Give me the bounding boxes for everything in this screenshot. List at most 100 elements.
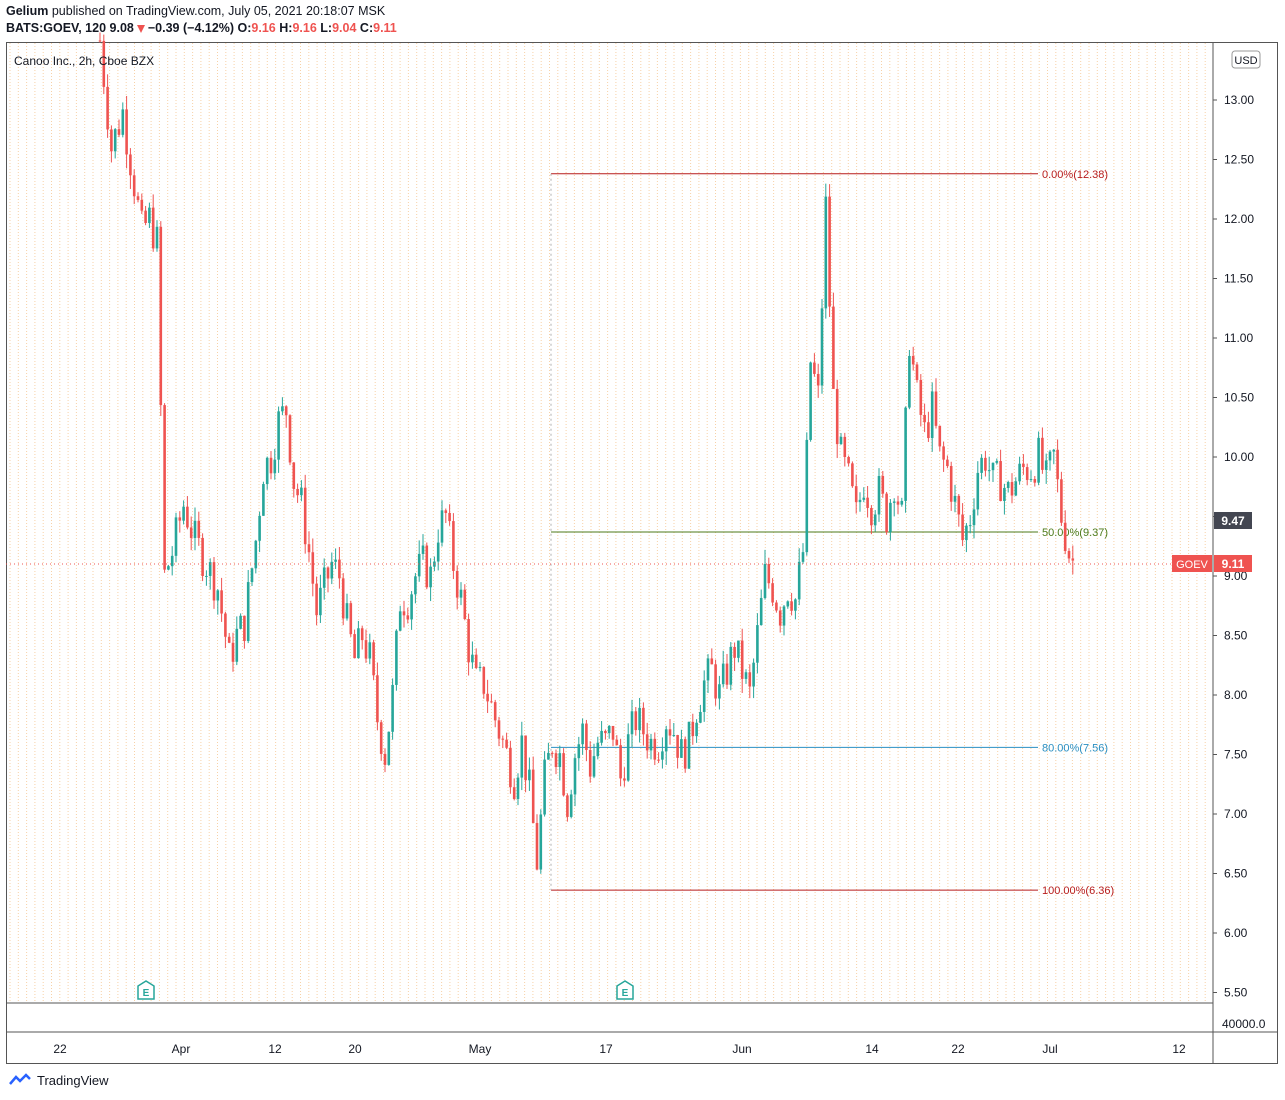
candle-body bbox=[178, 517, 182, 521]
candle-body bbox=[326, 567, 330, 579]
candle-body bbox=[125, 109, 128, 155]
candle-body bbox=[315, 583, 318, 616]
candle-body bbox=[957, 495, 961, 515]
candle-body bbox=[425, 545, 429, 588]
price-tick-label: 6.50 bbox=[1224, 867, 1248, 881]
candle-body bbox=[205, 575, 208, 577]
earnings-marker-label: E bbox=[622, 988, 629, 999]
candle-body bbox=[376, 675, 379, 723]
fib-retracement[interactable]: 0.00%(12.38) 50.00%(9.37) 80.00%(7.56) 100.… bbox=[550, 169, 1114, 897]
candle-body bbox=[174, 517, 178, 556]
candle-body bbox=[984, 457, 987, 471]
price-tick-label: 12.50 bbox=[1224, 153, 1254, 167]
candle-body bbox=[642, 707, 645, 735]
candle-body bbox=[676, 735, 679, 758]
candle-body bbox=[554, 753, 558, 768]
candle-body bbox=[208, 562, 212, 576]
candle-body bbox=[239, 615, 242, 629]
candle-body bbox=[288, 415, 292, 463]
price-tick-label: 7.50 bbox=[1224, 748, 1248, 762]
open-value: 9.16 bbox=[251, 21, 276, 35]
time-tick-label: 22 bbox=[951, 1042, 965, 1056]
candle-body bbox=[839, 436, 843, 445]
earnings-marker-label: E bbox=[143, 988, 150, 999]
candle-body bbox=[873, 514, 877, 526]
candle-body bbox=[539, 814, 543, 870]
currency-box[interactable] bbox=[1231, 50, 1261, 69]
candle-body bbox=[744, 672, 748, 679]
publish-line: Gelium published on TradingView.com, Jul… bbox=[6, 4, 385, 18]
price-tick-label: 7.00 bbox=[1224, 807, 1248, 821]
candle-body bbox=[102, 40, 106, 87]
candle-body bbox=[391, 684, 394, 732]
candle-body bbox=[968, 525, 972, 527]
candle-body bbox=[668, 729, 672, 736]
candle-body bbox=[254, 540, 258, 569]
candle-body bbox=[649, 738, 653, 751]
candle-body bbox=[949, 466, 953, 502]
candle-body bbox=[429, 566, 432, 588]
candle-body bbox=[444, 510, 448, 513]
candle-body bbox=[182, 506, 185, 521]
candle-body bbox=[258, 515, 261, 541]
footer-brand[interactable]: TradingView bbox=[37, 1072, 109, 1088]
candle-body bbox=[334, 559, 337, 562]
close-value: 9.11 bbox=[373, 21, 397, 35]
price-tick-label: 12.00 bbox=[1224, 212, 1254, 226]
candle-body bbox=[638, 707, 641, 731]
low-label: L: bbox=[320, 21, 333, 35]
candle-body bbox=[383, 753, 387, 765]
candle-body bbox=[634, 711, 638, 731]
candle-body bbox=[501, 738, 505, 740]
candle-body bbox=[497, 720, 501, 739]
time-axis[interactable]: 22 Apr 12 20 May 17 Jun 14 22 Jul 12 bbox=[53, 1042, 1186, 1056]
candle-body bbox=[117, 129, 121, 135]
candle-body bbox=[520, 735, 524, 778]
candle-body bbox=[170, 555, 174, 567]
candle-body bbox=[550, 752, 554, 754]
candle-body bbox=[930, 391, 934, 439]
time-tick-label: 20 bbox=[348, 1042, 362, 1056]
candle-body bbox=[1071, 558, 1075, 561]
price-tick-label: 5.50 bbox=[1224, 986, 1248, 1000]
candle-body bbox=[193, 520, 197, 538]
candle-body bbox=[1029, 479, 1033, 481]
candle-body bbox=[809, 362, 812, 440]
candle-body bbox=[820, 308, 824, 386]
ohlc-line: BATS:GOEV, 120 9.08 −0.39 (−4.12%) O:9.16… bbox=[6, 21, 397, 35]
candle-body bbox=[303, 487, 307, 545]
candle-body bbox=[562, 753, 565, 796]
earnings-marker-icon bbox=[137, 980, 155, 1000]
candle-body bbox=[1063, 522, 1067, 551]
price-tick-label: 13.00 bbox=[1224, 93, 1254, 107]
time-tick-label: 22 bbox=[53, 1042, 67, 1056]
candle-body bbox=[338, 559, 341, 579]
candle-body bbox=[528, 769, 531, 781]
last-price-tag: GOEV 9.11 bbox=[1172, 555, 1252, 572]
candle-body bbox=[186, 506, 189, 528]
candle-body bbox=[813, 362, 816, 374]
candle-body bbox=[345, 603, 349, 619]
close-label: C: bbox=[359, 21, 374, 35]
candle-body bbox=[710, 658, 714, 665]
candle-body bbox=[1014, 481, 1018, 496]
price-axis[interactable]: 13.0012.5012.0011.5011.0010.5010.009.509… bbox=[1213, 93, 1254, 1000]
candle-body bbox=[406, 615, 410, 620]
candle-body bbox=[718, 684, 721, 699]
candle-body bbox=[763, 564, 767, 598]
candle-body bbox=[607, 725, 611, 734]
candle-body bbox=[619, 745, 622, 779]
candle-body bbox=[1041, 437, 1044, 470]
price-tick-label: 10.50 bbox=[1224, 391, 1254, 405]
candle-body bbox=[748, 672, 752, 687]
candle-body bbox=[862, 497, 866, 500]
candle-body bbox=[573, 758, 577, 795]
author-name[interactable]: Gelium bbox=[6, 4, 49, 18]
candle-body bbox=[349, 603, 353, 635]
candle-body bbox=[1018, 463, 1021, 482]
candle-body bbox=[558, 753, 562, 768]
candle-body bbox=[486, 693, 489, 702]
candle-body bbox=[110, 129, 113, 152]
